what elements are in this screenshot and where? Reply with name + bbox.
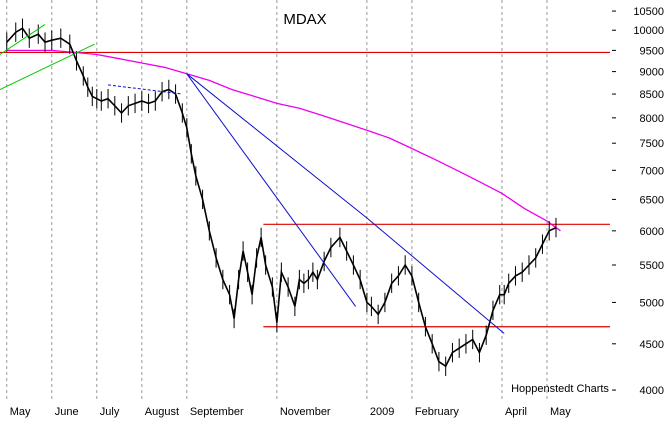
y-tick-label: 7000	[640, 165, 664, 177]
y-tick-label: 10000	[633, 25, 664, 37]
grid-layer	[6, 0, 548, 400]
trendlines-layer	[0, 23, 505, 334]
y-tick-label: 4500	[640, 339, 664, 351]
y-tick-label: 8500	[640, 89, 664, 101]
y-tick-label: 6500	[640, 194, 664, 206]
moving-average-line	[6, 49, 561, 232]
moving-average-layer	[6, 49, 561, 232]
price-line	[6, 27, 557, 368]
x-tick-label: 2009	[370, 406, 394, 418]
y-axis-labels: 4000 4500 5000 5500 6000 6500 7000 7500 8000 8500…	[612, 6, 664, 397]
x-tick-label: July	[100, 406, 120, 418]
x-tick-label: February	[415, 406, 460, 418]
trendline	[186, 73, 357, 307]
price-layer	[6, 18, 557, 376]
x-tick-label: June	[55, 406, 79, 418]
chart-title: MDAX	[283, 11, 326, 28]
x-tick-label: September	[190, 406, 244, 418]
trendline	[0, 43, 95, 90]
y-tick-label: 6000	[640, 226, 664, 238]
y-tick-label: 5500	[640, 260, 664, 272]
watermark-text: Hoppenstedt Charts	[511, 383, 609, 395]
trendline	[107, 84, 183, 95]
x-tick-label: November	[280, 406, 331, 418]
y-tick-label: 4000	[640, 385, 664, 397]
x-axis-labels: May June July August September November 2009 Fe…	[10, 406, 572, 418]
y-tick-label: 9000	[640, 67, 664, 79]
y-tick-label: 5000	[640, 297, 664, 309]
x-tick-label: August	[145, 406, 179, 418]
trendline	[186, 73, 505, 334]
y-tick-label: 7500	[640, 138, 664, 150]
x-tick-label: May	[550, 406, 571, 418]
x-tick-label: April	[505, 406, 527, 418]
x-tick-label: May	[10, 406, 31, 418]
y-tick-label: 8000	[640, 113, 664, 125]
trendline	[0, 23, 46, 55]
y-tick-label: 10500	[633, 6, 664, 18]
y-tick-label: 9500	[640, 45, 664, 57]
